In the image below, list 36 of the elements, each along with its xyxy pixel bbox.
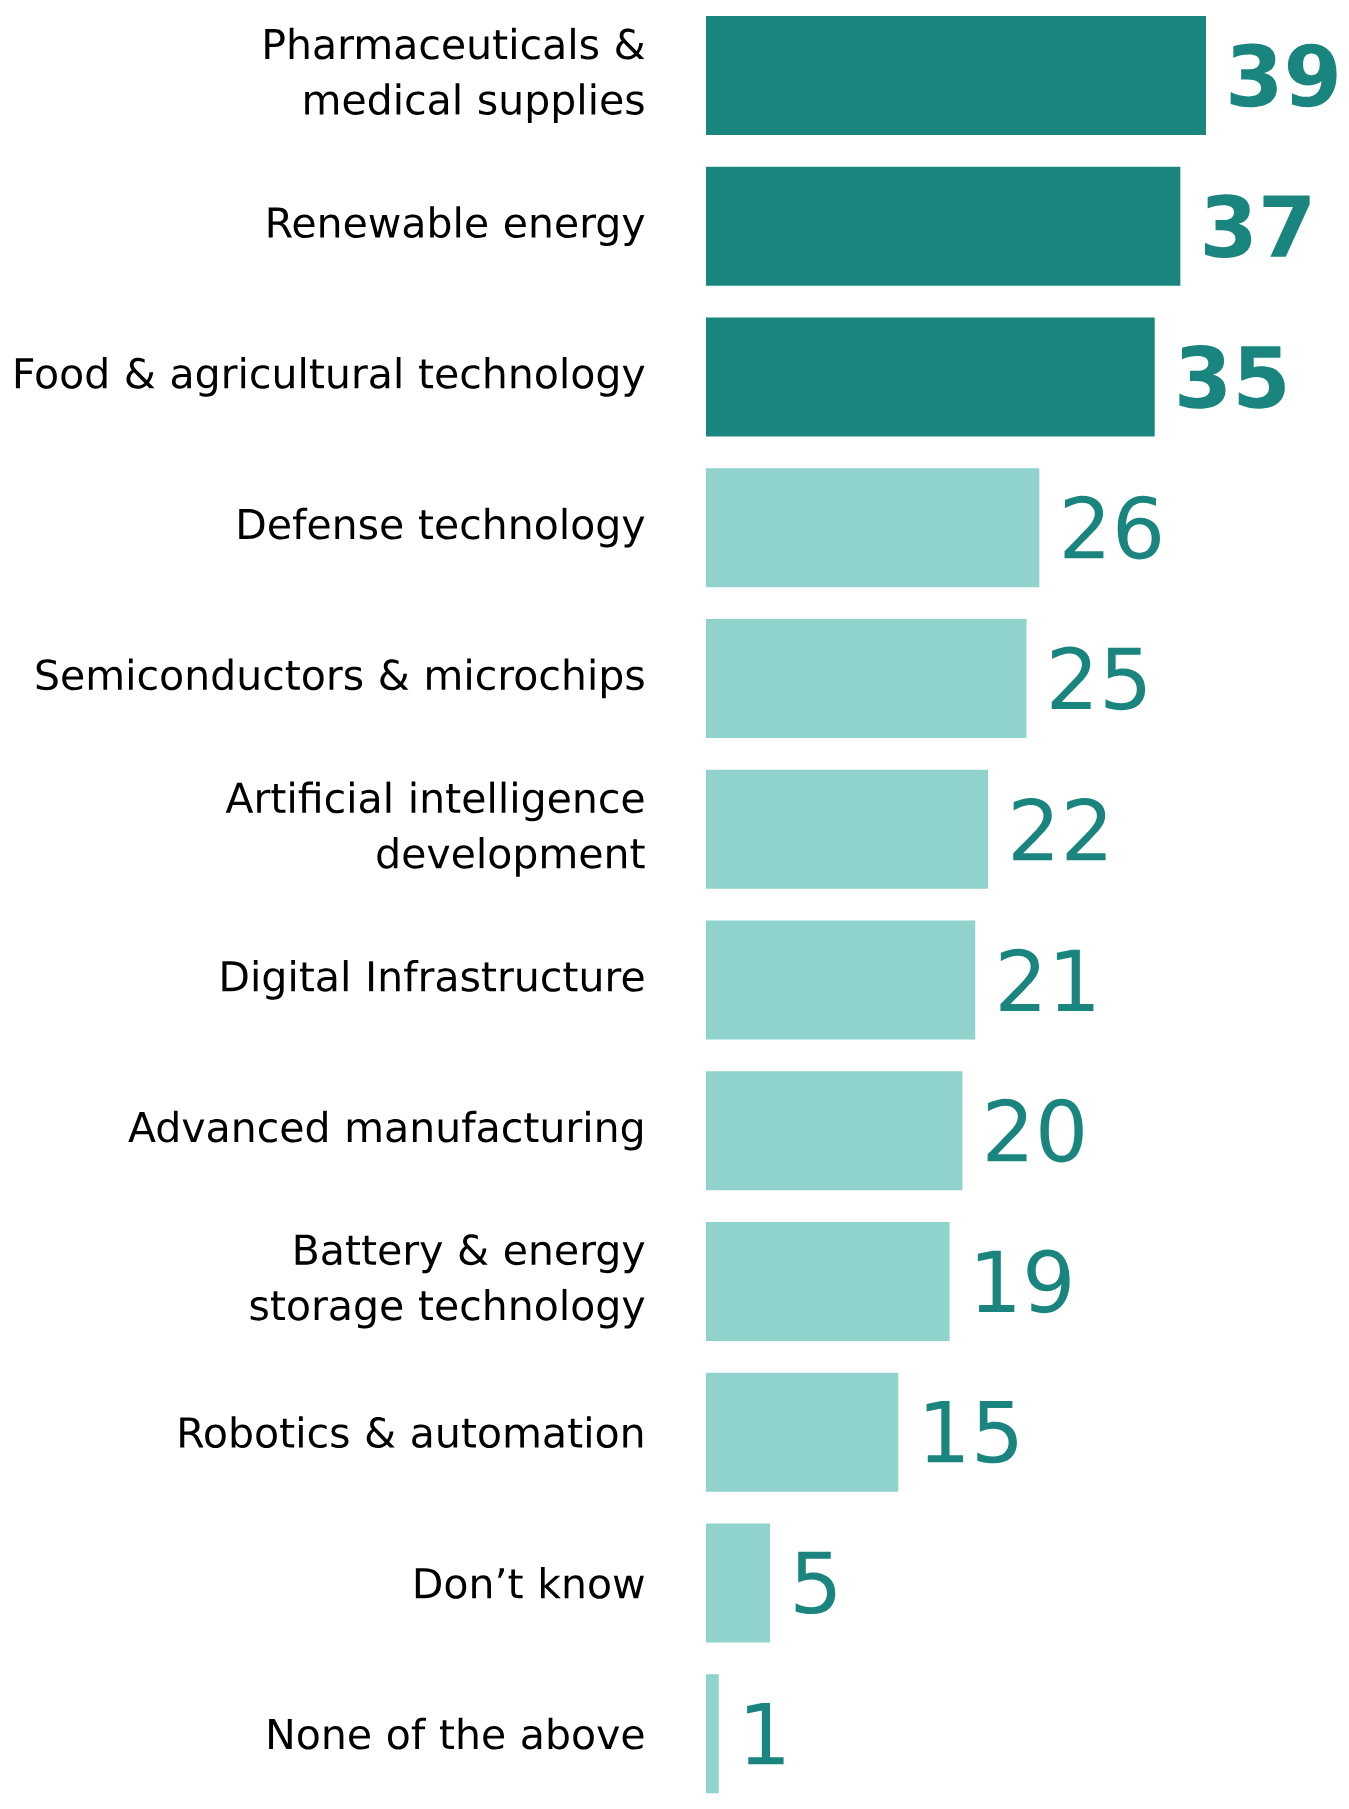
data-label: 20 — [987, 1098, 1083, 1163]
bar — [706, 1221, 950, 1341]
data-label: 15 — [926, 1400, 1018, 1464]
bar — [706, 618, 1027, 738]
bar — [706, 769, 989, 889]
data-label: 19 — [978, 1249, 1070, 1314]
bar — [706, 15, 1207, 135]
y-tick-label: Digital Infrastructure — [222, 960, 644, 1000]
bar — [706, 1372, 899, 1492]
y-tick-label: Artificial intelligence development — [225, 781, 645, 877]
y-tick-label: Battery & energy storage technology — [250, 1234, 645, 1329]
y-tick-label: Renewable energy — [268, 206, 645, 246]
bar — [706, 317, 1155, 437]
y-tick-label: Pharmaceuticals & medical supplies — [265, 27, 645, 123]
bar — [706, 468, 1040, 588]
data-label: 37 — [1205, 194, 1310, 258]
y-tick-label: Don’t know — [416, 1567, 645, 1599]
y-tick-label: Semiconductors & microchips — [36, 658, 644, 699]
bar — [706, 920, 976, 1040]
data-label: 21 — [1000, 948, 1094, 1012]
y-tick-label: Defense technology — [239, 507, 645, 548]
y-tick-label: None of the above — [269, 1717, 644, 1750]
bar — [706, 166, 1181, 286]
y-tick-label: Advanced manufacturing — [128, 1110, 643, 1151]
data-label: 26 — [1064, 495, 1161, 560]
data-label: 5 — [795, 1551, 836, 1615]
data-label: 22 — [1013, 797, 1106, 861]
bar — [706, 1523, 771, 1643]
data-label: 25 — [1051, 646, 1146, 711]
y-tick-label: Food & agricultural technology — [16, 357, 645, 397]
data-label: 35 — [1179, 345, 1285, 409]
y-tick-label: Robotics & automation — [180, 1416, 643, 1449]
data-label: 1 — [747, 1703, 784, 1765]
bar — [706, 1071, 963, 1191]
bar — [706, 1674, 719, 1794]
data-label: 39 — [1230, 43, 1337, 108]
